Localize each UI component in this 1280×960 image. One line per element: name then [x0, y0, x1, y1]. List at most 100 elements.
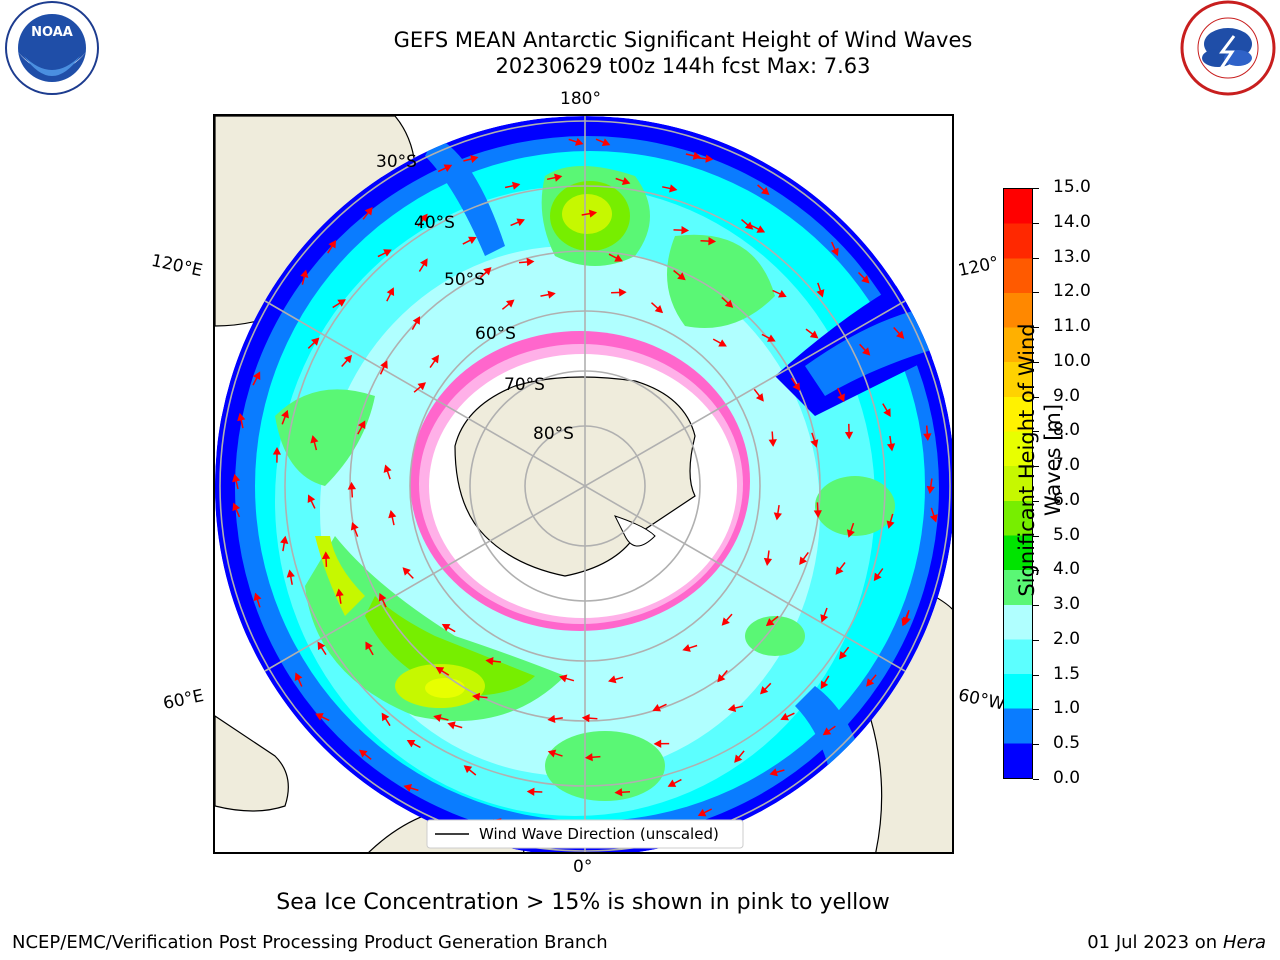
wind-arrow-head: [768, 439, 777, 447]
wind-arrow-head: [358, 420, 366, 430]
colorbar-tick: [1033, 744, 1039, 746]
colorbar-tick: [1033, 605, 1039, 607]
wind-arrow-head: [654, 304, 664, 314]
colorbar-tick-label: 6.0: [1053, 489, 1081, 510]
wind-arrow-head: [321, 551, 331, 560]
colorbar-tick-label: 3.0: [1053, 594, 1081, 615]
colorbar-tick: [1033, 500, 1039, 502]
colorbar-tick: [1033, 292, 1039, 294]
wind-arrow-head: [337, 299, 346, 307]
wind-arrow-head: [328, 239, 337, 249]
wind-arrow-head: [315, 713, 324, 721]
wind-arrow-head: [886, 443, 896, 452]
wind-arrow-head: [232, 502, 241, 512]
wind-arrow-head: [526, 257, 535, 267]
wind-arrow-head: [734, 754, 743, 763]
wind-arrow-head: [472, 692, 481, 701]
wind-arrow-head: [767, 334, 776, 342]
wind-arrow-head: [547, 714, 556, 724]
wind-arrow-head: [780, 712, 789, 721]
colorbar-label: Significant Height of Wind Waves [m]: [1015, 323, 1065, 597]
wind-arrow-head: [281, 409, 289, 419]
wind-arrow-head: [896, 330, 905, 339]
wind-arrow-head: [310, 435, 319, 444]
wind-arrow-head: [763, 557, 773, 566]
wind-arrow-head: [380, 360, 388, 369]
wind-arrow-head: [835, 566, 844, 575]
wind-arrow-head: [516, 218, 525, 227]
wind-arrow-head: [820, 680, 829, 690]
colorbar: [1003, 188, 1033, 779]
wind-arrow-head: [252, 371, 261, 381]
lat-label-40s: 40°S: [414, 213, 455, 233]
wind-arrow-head: [335, 588, 344, 597]
wind-arrow-head: [388, 509, 397, 519]
wind-arrow-head: [554, 173, 563, 182]
wind-arrow-head: [485, 657, 494, 666]
wind-arrow-head: [559, 674, 568, 683]
colorbar-tick-label: 1.5: [1053, 663, 1081, 684]
wind-arrow-head: [614, 788, 623, 797]
colorbar-tick: [1033, 327, 1039, 329]
wind-arrow-head: [816, 289, 825, 298]
lon-label-120w: 120°: [956, 252, 1001, 282]
colorbar-tick-label: 8.0: [1053, 420, 1081, 441]
colorbar-tick-label: 15.0: [1053, 177, 1091, 197]
wind-arrow-head: [669, 184, 678, 193]
colorbar-tick-label: 9.0: [1053, 385, 1081, 406]
colorbar-tick-label: 10.0: [1053, 350, 1091, 371]
wind-arrow-head: [417, 382, 427, 391]
wind-arrow-head: [724, 299, 734, 308]
wind-arrow-head: [792, 382, 801, 392]
wind-arrow-head: [697, 808, 707, 817]
wind-arrow-head: [237, 412, 246, 422]
wind-arrow-head: [708, 237, 717, 246]
wind-arrow-head: [588, 209, 598, 218]
wind-arrow-head: [681, 226, 690, 235]
nws-logo: [1176, 0, 1280, 100]
wind-arrow-head: [873, 572, 882, 582]
chart-subtitle: 20230629 t00z 144h fcst Max: 7.63: [495, 54, 871, 78]
wind-arrow-head: [435, 666, 445, 675]
wind-arrow-head: [822, 727, 832, 736]
lon-label-120e: 120°E: [149, 250, 205, 282]
wind-arrow-head: [614, 254, 623, 262]
wind-arrow-head: [581, 713, 590, 723]
wind-arrow-head: [253, 592, 262, 602]
wind-arrow-head: [718, 339, 727, 347]
lon-label-60w: 60°W: [956, 685, 1007, 715]
wind-arrow-head: [705, 154, 714, 163]
wind-arrow-head: [406, 740, 416, 748]
wind-arrow-head: [653, 739, 662, 748]
wind-arrow-head: [419, 213, 428, 223]
wind-arrow-head: [760, 686, 769, 695]
colorbar-tick-label: 1.0: [1053, 698, 1081, 719]
land-madagascar-region: [215, 715, 289, 812]
colorbar-tick: [1033, 535, 1039, 537]
wind-arrow-head: [621, 177, 631, 185]
wind-arrow-head: [584, 753, 593, 762]
wind-arrow-head: [272, 447, 282, 455]
wind-arrow-head: [866, 678, 875, 687]
footer-model: Hera: [1222, 932, 1266, 953]
lon-label-0: 0°: [573, 857, 593, 877]
wind-arrow-head: [846, 529, 855, 538]
wind-arrow-head: [294, 672, 303, 682]
wind-arrow-head: [886, 520, 895, 529]
wind-arrow-head: [350, 522, 359, 531]
wind-arrow-head: [347, 481, 357, 490]
wind-arrow-head: [280, 535, 289, 544]
wind-arrow-head: [926, 485, 935, 494]
lat-label-60s: 60°S: [475, 324, 516, 344]
wind-arrow-head: [378, 592, 387, 602]
wind-arrow-head: [574, 137, 584, 146]
wind-arrow-head: [364, 206, 373, 216]
wind-arrow-head: [929, 514, 938, 523]
wind-arrow-head: [441, 623, 451, 632]
wind-arrow-head: [769, 768, 778, 777]
wind-arrow-head: [286, 569, 295, 578]
wind-arrow-head: [447, 721, 456, 730]
colorbar-tick-label: 0.0: [1053, 768, 1081, 788]
wind-arrow-head: [837, 393, 845, 403]
wind-arrow-head: [717, 673, 726, 683]
